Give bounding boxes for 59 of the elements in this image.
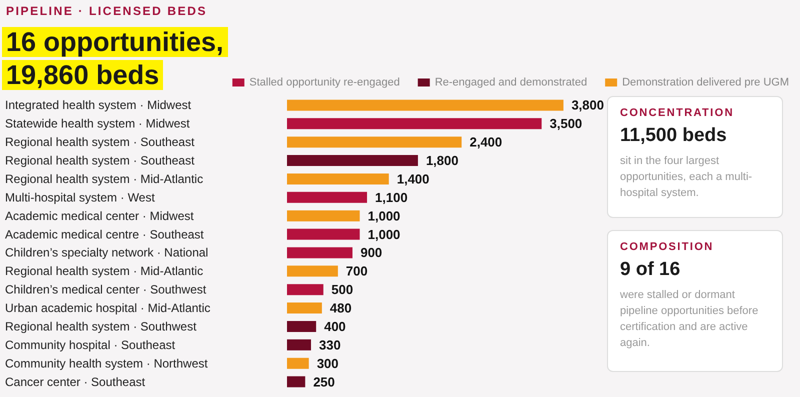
y-tick-label: Regional health system · Mid-Atlantic	[5, 264, 204, 278]
data-label: 900	[360, 245, 382, 260]
text: 9 of 16	[620, 259, 682, 281]
text: CONCENTRATION	[620, 107, 735, 119]
text: COMPOSITION	[620, 241, 715, 253]
data-label: 1,800	[426, 153, 458, 168]
data-label: 480	[330, 300, 352, 316]
y-tick-label: Children’s specialty network · National	[5, 246, 208, 260]
bar	[287, 266, 338, 277]
data-label: 1,000	[368, 226, 400, 242]
y-tick-label: Cancer center · Southeast	[5, 374, 146, 389]
data-label: 1,400	[396, 171, 430, 186]
y-tick-label: Community hospital · Southeast	[5, 338, 176, 352]
data-label: 1,100	[375, 190, 408, 205]
y-tick-label: Regional health system · Southeast	[5, 154, 196, 168]
bar	[287, 155, 418, 166]
bar	[287, 284, 324, 296]
bar	[287, 358, 309, 369]
data-label: 3,500	[550, 116, 582, 132]
y-tick-label: Multi-hospital system · West	[5, 190, 156, 204]
chart-title: 16 opportunities, 19,860 beds	[5, 27, 225, 90]
bar	[287, 376, 306, 388]
data-label: 400	[324, 318, 346, 334]
y-tick-label: Academic medical centre · Southeast	[5, 227, 204, 242]
bar	[287, 173, 389, 184]
bar	[287, 302, 322, 314]
bar	[287, 118, 542, 130]
legend-label: Stalled opportunity re-engaged	[249, 76, 400, 88]
text: sit in the four largest opportunities, each a multi-hospital system.	[620, 154, 754, 201]
y-tick-label: Regional health system · Southeast	[5, 135, 196, 150]
data-label: 1,000	[368, 208, 400, 224]
y-tick-label: Academic medical center · Midwest	[5, 208, 194, 223]
bar	[287, 100, 564, 111]
data-label: 250	[313, 374, 335, 390]
bar	[287, 210, 360, 222]
text: were stalled or dormant pipeline opportunities before certification and are active again.	[620, 288, 760, 351]
bar	[287, 320, 316, 332]
bar	[287, 228, 360, 240]
y-tick-label: Regional health system · Southwest	[5, 319, 198, 334]
bar	[287, 136, 462, 148]
legend-label: Re-engaged and demonstrated	[434, 76, 588, 88]
y-tick-label: Children’s medical center · Southwest	[5, 282, 207, 297]
data-label: 3,800	[571, 98, 604, 113]
data-label: 700	[346, 264, 368, 279]
legend-label: Demonstration delivered pre UGM	[622, 76, 790, 88]
data-label: 2,400	[470, 134, 502, 150]
data-label: 500	[331, 282, 354, 298]
y-tick-label: Urban academic hospital · Mid-Atlantic	[5, 301, 210, 316]
text: 11,500 beds	[620, 125, 728, 147]
data-label: 330	[319, 337, 341, 352]
y-tick-label: Regional health system · Mid-Atlantic	[5, 172, 204, 186]
y-tick-label: Statewide health system · Midwest	[5, 116, 190, 131]
bar	[287, 247, 352, 258]
data-label: 300	[316, 356, 339, 371]
bar	[287, 339, 312, 350]
y-tick-label: Community health system · Northwest	[5, 356, 208, 370]
bar	[287, 192, 368, 203]
text: PIPELINE · LICENSED BEDS	[6, 4, 208, 18]
y-tick-label: Integrated health system · Midwest	[5, 98, 192, 112]
